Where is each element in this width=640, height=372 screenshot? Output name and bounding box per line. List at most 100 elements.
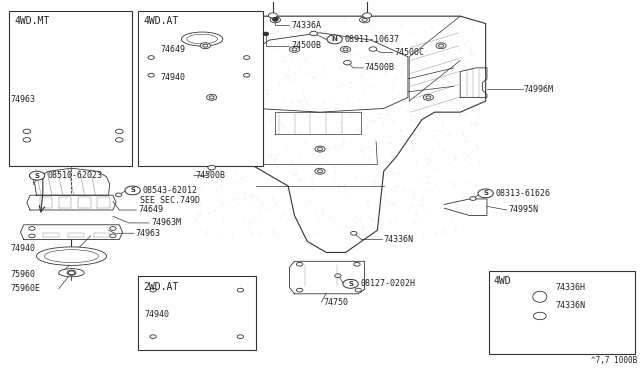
Ellipse shape — [181, 32, 223, 46]
Ellipse shape — [44, 250, 99, 263]
Text: 2WD.AT: 2WD.AT — [143, 282, 179, 292]
Circle shape — [351, 231, 357, 235]
Text: N: N — [332, 36, 337, 42]
Text: 74500B: 74500B — [291, 41, 321, 50]
Circle shape — [125, 186, 140, 195]
Text: 08510-62023: 08510-62023 — [47, 171, 102, 180]
Circle shape — [362, 18, 367, 21]
Circle shape — [354, 262, 360, 266]
Circle shape — [268, 13, 277, 18]
Text: 74940: 74940 — [161, 73, 186, 81]
Circle shape — [109, 234, 116, 238]
Circle shape — [115, 129, 123, 134]
Circle shape — [270, 17, 280, 23]
Text: 4WD.MT: 4WD.MT — [14, 16, 49, 26]
Circle shape — [534, 312, 546, 320]
Bar — [489, 271, 636, 354]
Circle shape — [150, 335, 156, 339]
Circle shape — [148, 73, 154, 77]
Circle shape — [315, 146, 325, 152]
Circle shape — [148, 56, 154, 60]
Ellipse shape — [59, 269, 84, 277]
Circle shape — [335, 274, 341, 278]
Circle shape — [360, 17, 370, 23]
Circle shape — [436, 43, 446, 49]
Text: 74336A: 74336A — [291, 21, 321, 30]
Ellipse shape — [36, 247, 106, 265]
Text: 74500B: 74500B — [365, 63, 395, 72]
Circle shape — [150, 288, 156, 292]
Text: 75960E: 75960E — [11, 284, 41, 293]
Circle shape — [355, 288, 362, 292]
Circle shape — [29, 227, 35, 230]
Circle shape — [296, 262, 303, 266]
Text: 74500C: 74500C — [394, 48, 424, 57]
Text: S: S — [483, 190, 488, 196]
Circle shape — [317, 148, 323, 151]
Text: S: S — [130, 187, 135, 193]
Text: 08127-0202H: 08127-0202H — [361, 279, 416, 288]
Circle shape — [310, 31, 317, 36]
Circle shape — [327, 35, 342, 44]
Circle shape — [317, 170, 323, 173]
Circle shape — [289, 46, 300, 52]
Text: 74996M: 74996M — [524, 85, 554, 94]
Ellipse shape — [187, 34, 218, 44]
Text: 74649: 74649 — [138, 205, 163, 215]
Circle shape — [363, 13, 372, 18]
Circle shape — [296, 288, 303, 292]
Text: 74995N: 74995N — [508, 205, 538, 215]
Bar — [9, 11, 132, 166]
Circle shape — [237, 288, 244, 292]
Circle shape — [273, 17, 278, 20]
Circle shape — [292, 48, 297, 51]
Circle shape — [315, 168, 325, 174]
Circle shape — [343, 279, 358, 288]
Text: 74963: 74963 — [11, 95, 36, 104]
Circle shape — [343, 48, 348, 51]
Text: 74336N: 74336N — [556, 301, 586, 311]
Circle shape — [67, 270, 76, 275]
Text: 75960: 75960 — [11, 270, 36, 279]
Circle shape — [438, 44, 444, 47]
Circle shape — [23, 138, 31, 142]
Circle shape — [68, 271, 75, 275]
Circle shape — [203, 44, 208, 47]
Circle shape — [200, 43, 211, 49]
Ellipse shape — [533, 291, 547, 302]
Text: 74336N: 74336N — [384, 235, 413, 244]
Text: S: S — [35, 173, 40, 179]
Circle shape — [344, 61, 351, 65]
Text: 74750: 74750 — [323, 298, 348, 307]
Circle shape — [209, 96, 214, 99]
Text: 08543-62012: 08543-62012 — [143, 186, 198, 195]
Text: 74500B: 74500B — [196, 171, 226, 180]
Bar — [138, 11, 262, 166]
Circle shape — [115, 193, 122, 197]
Circle shape — [208, 165, 216, 170]
Circle shape — [109, 227, 116, 230]
Circle shape — [23, 129, 31, 134]
Bar — [138, 276, 256, 350]
Circle shape — [273, 18, 278, 21]
Text: ^7,7 1000B: ^7,7 1000B — [591, 356, 637, 365]
Text: 74963: 74963 — [135, 229, 160, 238]
Circle shape — [263, 32, 268, 35]
Circle shape — [340, 46, 351, 52]
Text: 74940: 74940 — [145, 310, 170, 319]
Text: 08313-61626: 08313-61626 — [496, 189, 551, 198]
Text: 74649: 74649 — [161, 45, 186, 54]
Circle shape — [478, 189, 493, 198]
Text: SEE SEC.749D: SEE SEC.749D — [140, 196, 200, 205]
Text: 74336H: 74336H — [556, 283, 586, 292]
Circle shape — [244, 73, 250, 77]
Circle shape — [29, 171, 45, 180]
Circle shape — [244, 56, 250, 60]
Text: 74963M: 74963M — [151, 218, 181, 227]
Text: 4WD: 4WD — [494, 276, 511, 286]
Text: 08911-10637: 08911-10637 — [345, 35, 400, 44]
Text: 74940: 74940 — [11, 244, 36, 253]
Circle shape — [29, 234, 35, 238]
Circle shape — [115, 138, 123, 142]
Circle shape — [369, 47, 377, 51]
